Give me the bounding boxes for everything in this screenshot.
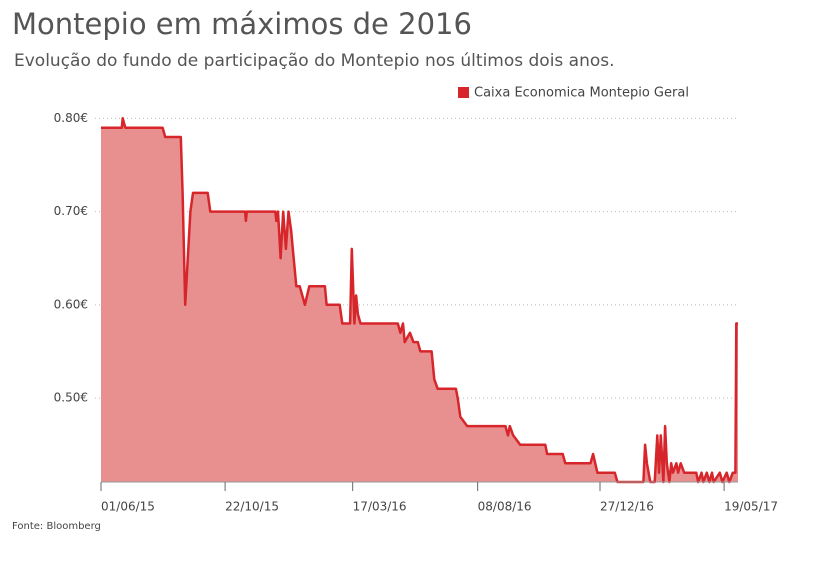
line [101,117,738,484]
x-tick-label: 01/06/15 [101,500,155,514]
y-tick-label: 0.70€ [54,204,88,218]
x-tick-label: 19/05/17 [724,500,778,514]
chart-subtitle: Evolução do fundo de participação do Mon… [14,51,615,71]
legend: Caixa Economica Montepio Geral [458,86,689,101]
source: Fonte: Bloomberg [12,521,101,532]
x-tick-label: 27/12/16 [600,500,654,514]
x-tick-label: 22/10/15 [225,500,279,514]
y-tick-label: 0.50€ [54,391,88,405]
y-tick-label: 0.60€ [54,297,88,311]
legend-label: Caixa Economica Montepio Geral [474,86,689,101]
x-tick-label: 17/03/16 [353,500,407,514]
area [101,118,738,483]
y-tick-label: 0.80€ [54,111,88,125]
legend-swatch [458,87,469,98]
x-tick-label: 08/08/16 [478,500,532,514]
chart-title: Montepio em máximos de 2016 [12,7,472,41]
